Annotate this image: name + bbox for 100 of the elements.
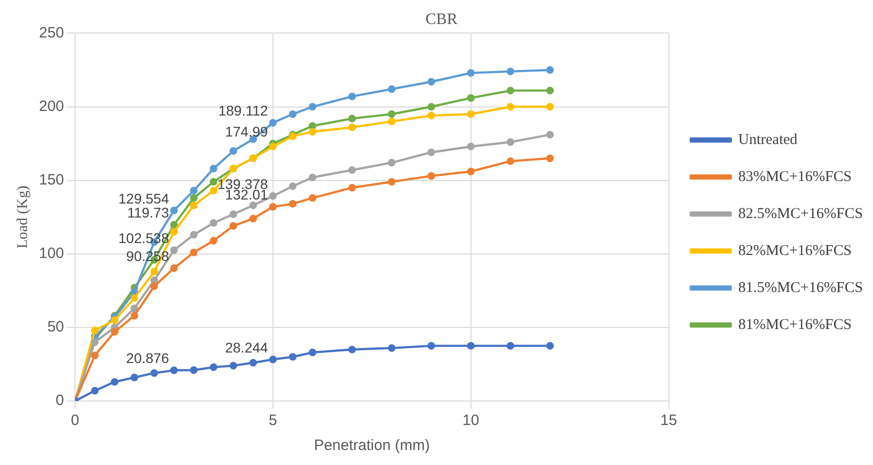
point <box>388 85 396 93</box>
point <box>190 248 198 256</box>
point <box>427 78 436 86</box>
point <box>110 316 118 324</box>
point <box>230 210 238 218</box>
point <box>170 228 178 236</box>
point <box>150 369 158 377</box>
point <box>230 362 238 370</box>
point <box>130 304 138 312</box>
data-label: 129.554 <box>118 190 170 206</box>
point <box>288 110 297 118</box>
point <box>170 221 178 229</box>
point <box>269 202 277 211</box>
data-label: 189.112 <box>218 102 268 119</box>
point <box>348 114 356 122</box>
point <box>467 110 475 118</box>
point <box>210 186 218 194</box>
point <box>190 186 198 194</box>
point <box>210 164 218 172</box>
x-tick-label: 15 <box>660 412 678 430</box>
point <box>546 154 554 162</box>
point <box>308 174 316 182</box>
point <box>546 130 554 139</box>
point <box>269 118 277 127</box>
point <box>170 366 178 374</box>
point <box>288 200 297 208</box>
y-tick-label: 200 <box>38 98 64 115</box>
point <box>308 128 316 136</box>
point <box>249 202 257 210</box>
point <box>210 236 218 244</box>
point <box>427 172 436 180</box>
point <box>308 348 316 356</box>
point <box>506 102 514 111</box>
legend-label: 83%MC+16%FCS <box>738 168 852 185</box>
y-tick-label: 250 <box>38 24 64 42</box>
point <box>91 326 99 334</box>
point <box>348 124 356 132</box>
point <box>546 66 554 74</box>
point <box>348 184 356 192</box>
point <box>230 147 238 155</box>
legend-label: 82%MC+16%FCS <box>738 242 852 259</box>
x-tick-label: 0 <box>70 412 80 430</box>
data-label: 119.73 <box>127 204 170 221</box>
point <box>150 282 158 290</box>
x-tick-label: 5 <box>268 412 278 430</box>
point <box>427 102 436 111</box>
point <box>506 342 514 350</box>
point <box>506 86 514 94</box>
legend-label: 82.5%MC+16%FCS <box>738 206 864 222</box>
legend-label: Untreated <box>738 132 798 148</box>
point <box>91 338 99 346</box>
point <box>467 168 475 176</box>
point <box>506 68 514 76</box>
point <box>110 328 118 336</box>
point <box>130 374 138 382</box>
point <box>91 352 99 360</box>
point <box>348 166 356 174</box>
point <box>546 86 554 94</box>
point <box>427 148 436 156</box>
point <box>91 386 99 394</box>
point <box>170 264 178 272</box>
legend-label: 81.5%MC+16%FCS <box>738 280 864 296</box>
point <box>288 353 297 361</box>
point <box>388 118 396 126</box>
point <box>190 194 198 202</box>
point <box>388 344 396 352</box>
legend-label: 81%MC+16%FCS <box>738 316 852 333</box>
y-tick-label: 150 <box>38 171 64 188</box>
point <box>427 342 436 350</box>
point <box>249 358 257 367</box>
point <box>269 356 277 364</box>
point <box>348 92 356 100</box>
point <box>467 142 475 150</box>
point <box>170 206 178 214</box>
point <box>308 194 316 202</box>
x-axis-title: Penetration (mm) <box>314 437 430 454</box>
point <box>546 102 554 111</box>
point <box>230 222 238 230</box>
point <box>110 378 118 386</box>
data-label: 28.244 <box>225 339 268 356</box>
point <box>249 214 257 222</box>
point <box>467 94 475 102</box>
point <box>388 178 396 186</box>
point <box>190 366 198 374</box>
point <box>467 342 475 350</box>
point <box>210 219 218 227</box>
point <box>190 230 198 239</box>
data-label: 20.876 <box>126 350 170 366</box>
point <box>546 342 554 350</box>
y-tick-label: 0 <box>56 392 64 410</box>
point <box>348 346 356 354</box>
point <box>210 178 218 186</box>
point <box>170 246 178 254</box>
y-tick-label: 50 <box>47 318 64 336</box>
point <box>210 363 218 371</box>
point <box>308 102 316 111</box>
point <box>130 312 138 320</box>
y-tick-label: 100 <box>38 245 64 262</box>
point <box>427 112 436 120</box>
point <box>269 142 277 150</box>
